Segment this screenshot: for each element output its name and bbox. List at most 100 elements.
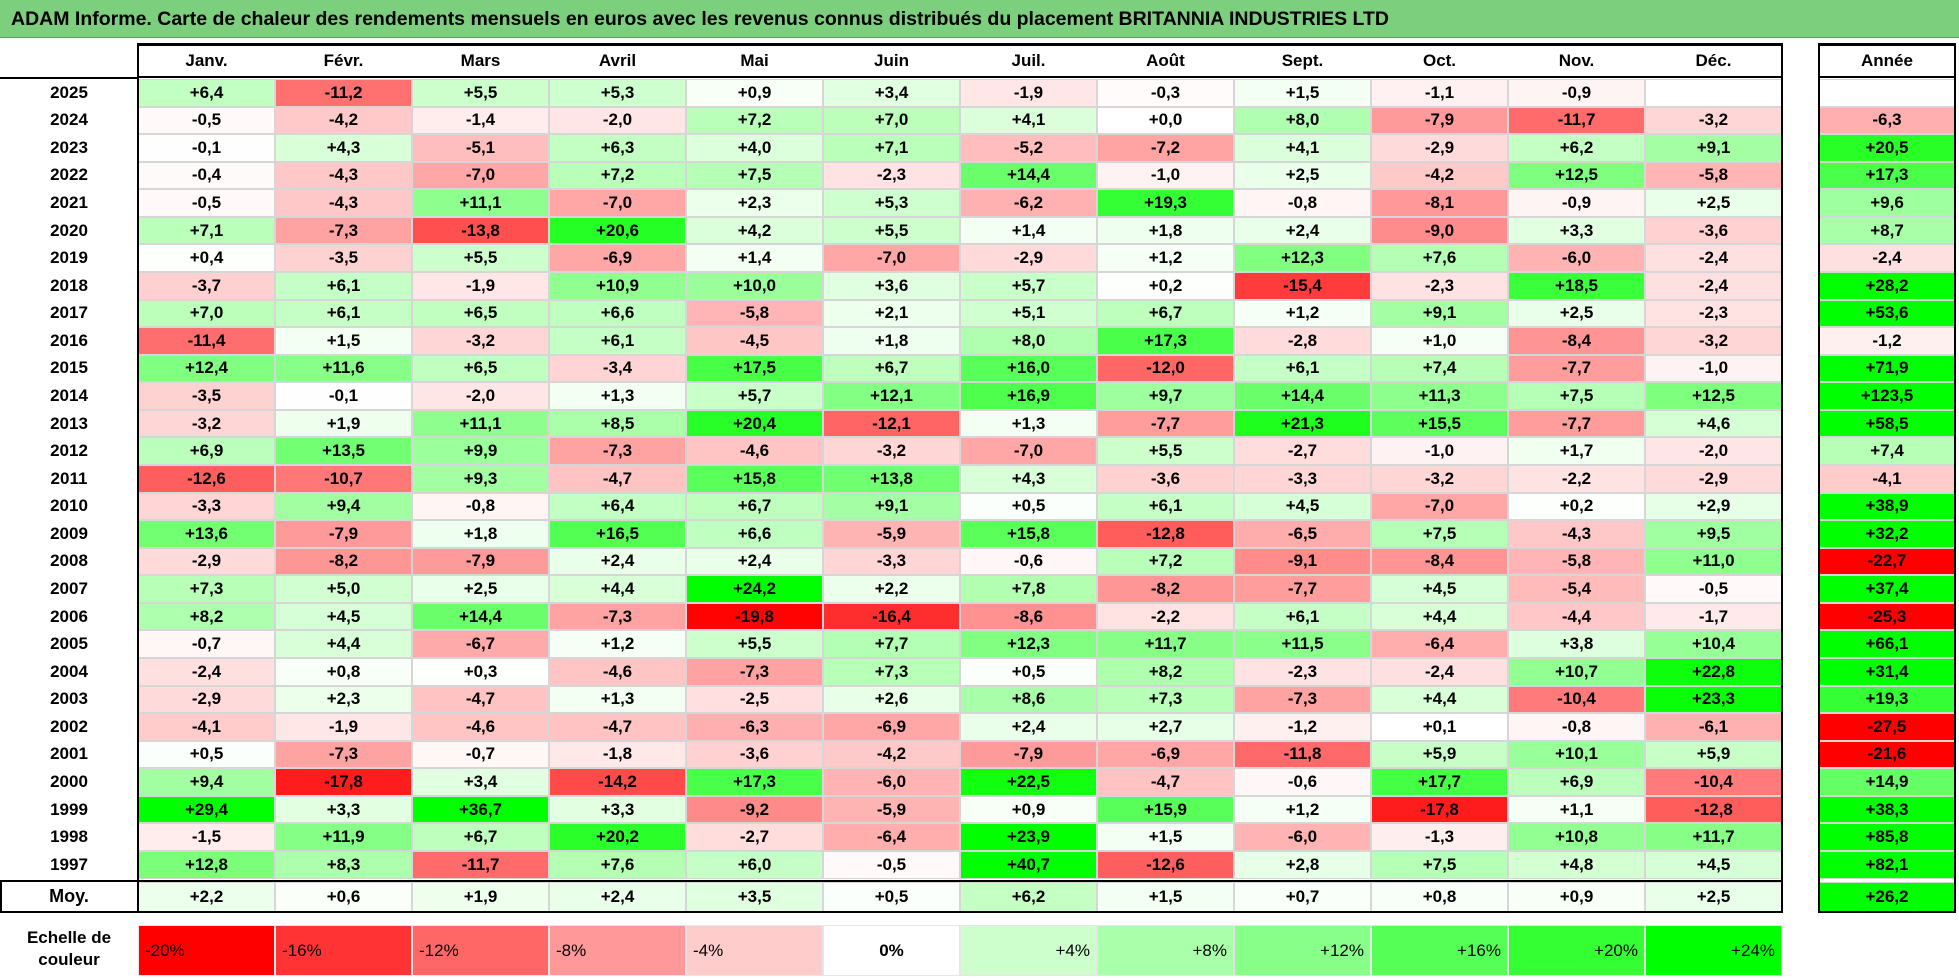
heatmap-cell: +7,4 [1371, 354, 1508, 383]
heatmap-cell: +5,5 [823, 216, 960, 245]
heatmap-cell: -0,8 [412, 492, 549, 521]
year-label: 2023 [0, 134, 138, 162]
heatmap-cell: -17,8 [275, 768, 412, 796]
heatmap-cell: -4,3 [275, 161, 412, 190]
column-header: Août [1097, 44, 1234, 78]
heatmap-cell: +7,3 [823, 657, 960, 686]
annual-cell: +38,3 [1819, 795, 1955, 824]
annual-cell: +37,4 [1819, 575, 1955, 603]
heatmap-cell: +24,2 [686, 575, 823, 603]
heatmap-cell: -10,4 [1508, 685, 1645, 714]
annual-cell: +66,1 [1819, 630, 1955, 658]
heatmap-cell: -2,4 [1371, 657, 1508, 686]
heatmap-cell: -19,8 [686, 602, 823, 631]
heatmap-cell: +22,8 [1645, 657, 1782, 686]
heatmap-cell: -2,0 [412, 382, 549, 410]
year-label: 2004 [0, 657, 138, 686]
year-label: 2007 [0, 575, 138, 603]
heatmap-cell: +0,9 [960, 795, 1097, 824]
heatmap-cell: -11,4 [138, 327, 275, 355]
heatmap-cell: +6,1 [1097, 492, 1234, 521]
year-label: 2009 [0, 520, 138, 548]
heatmap-cell: -4,7 [549, 464, 686, 493]
heatmap-cell: +0,0 [1097, 106, 1234, 135]
heatmap-cell: -6,9 [1097, 740, 1234, 769]
heatmap-cell: +6,5 [412, 354, 549, 383]
heatmap-cell: +1,4 [960, 216, 1097, 245]
heatmap-cell [1645, 79, 1782, 107]
column-header: Juin [823, 44, 960, 78]
color-scale-swatch: -12% [412, 925, 549, 976]
heatmap-cell: +4,4 [1371, 685, 1508, 714]
annual-cell: +123,5 [1819, 382, 1955, 410]
heatmap-cell: -8,2 [275, 547, 412, 576]
heatmap-cell: -5,8 [686, 299, 823, 328]
heatmap-cell: -0,1 [138, 134, 275, 162]
year-label: 2020 [0, 216, 138, 245]
heatmap-cell: -6,9 [549, 244, 686, 272]
average-cell: +2,4 [549, 881, 686, 912]
heatmap-cell: +2,4 [960, 713, 1097, 741]
heatmap-cell: +17,3 [1097, 327, 1234, 355]
heatmap-cell: -1,7 [1645, 602, 1782, 631]
heatmap-cell: -3,2 [138, 409, 275, 438]
heatmap-cell: +6,5 [412, 299, 549, 328]
heatmap-cell: -2,2 [1508, 464, 1645, 493]
heatmap-cell: -7,7 [1508, 409, 1645, 438]
heatmap-cell: +2,5 [1234, 161, 1371, 190]
heatmap-cell: -6,1 [1645, 713, 1782, 741]
heatmap-cell: -2,9 [960, 244, 1097, 272]
heatmap-cell: -5,9 [823, 520, 960, 548]
column-header: Févr. [275, 44, 412, 78]
heatmap-cell: -6,0 [1508, 244, 1645, 272]
heatmap-cell: -11,2 [275, 79, 412, 107]
heatmap-cell: -2,7 [1234, 437, 1371, 465]
heatmap-cell: -7,7 [1508, 354, 1645, 383]
heatmap-cell: -6,4 [1371, 630, 1508, 658]
year-label: 2017 [0, 299, 138, 328]
heatmap-cell: +6,7 [823, 354, 960, 383]
heatmap-cell: +11,7 [1645, 823, 1782, 851]
color-scale-label: Echelle de couleur [0, 927, 138, 971]
heatmap-cell: -1,5 [138, 823, 275, 851]
heatmap-cell: -7,3 [549, 437, 686, 465]
color-scale-swatch: -20% [138, 925, 275, 976]
heatmap-cell: -6,5 [1234, 520, 1371, 548]
column-header: Juil. [960, 44, 1097, 78]
annual-cell: -22,7 [1819, 547, 1955, 576]
heatmap-cell: +3,3 [275, 795, 412, 824]
heatmap-cell: +0,2 [1508, 492, 1645, 521]
heatmap-cell: -1,2 [1234, 713, 1371, 741]
year-label: 2015 [0, 354, 138, 383]
color-scale-swatch: +4% [960, 925, 1097, 976]
heatmap-cell: -9,2 [686, 795, 823, 824]
heatmap-cell: -12,6 [138, 464, 275, 493]
heatmap-cell: -4,3 [275, 189, 412, 217]
heatmap-cell: +7,5 [1371, 850, 1508, 879]
annual-cell: +20,5 [1819, 134, 1955, 162]
heatmap-cell: +5,3 [823, 189, 960, 217]
heatmap-cell: -4,3 [1508, 520, 1645, 548]
heatmap-cell: +10,7 [1508, 657, 1645, 686]
annual-cell: +38,9 [1819, 492, 1955, 521]
heatmap-cell: -2,4 [1645, 271, 1782, 300]
heatmap-cell: +1,3 [960, 409, 1097, 438]
color-scale-swatch: +20% [1508, 925, 1645, 976]
heatmap-cell: +7,3 [1097, 685, 1234, 714]
heatmap-cell: +1,9 [275, 409, 412, 438]
heatmap-cell: +0,8 [275, 657, 412, 686]
heatmap-cell: +19,3 [1097, 189, 1234, 217]
heatmap-cell: +6,0 [686, 850, 823, 879]
heatmap-cell: +9,9 [412, 437, 549, 465]
heatmap-cell: -15,4 [1234, 271, 1371, 300]
year-label: 1999 [0, 795, 138, 824]
heatmap-cell: +12,4 [138, 354, 275, 383]
heatmap-cell: +5,7 [960, 271, 1097, 300]
heatmap-cell: -2,7 [686, 823, 823, 851]
heatmap-cell: +8,2 [138, 602, 275, 631]
heatmap-cell: -12,8 [1645, 795, 1782, 824]
year-label: 2022 [0, 161, 138, 190]
heatmap-cell: +5,9 [1645, 740, 1782, 769]
heatmap-cell: +4,1 [1234, 134, 1371, 162]
annual-cell: -4,1 [1819, 464, 1955, 493]
